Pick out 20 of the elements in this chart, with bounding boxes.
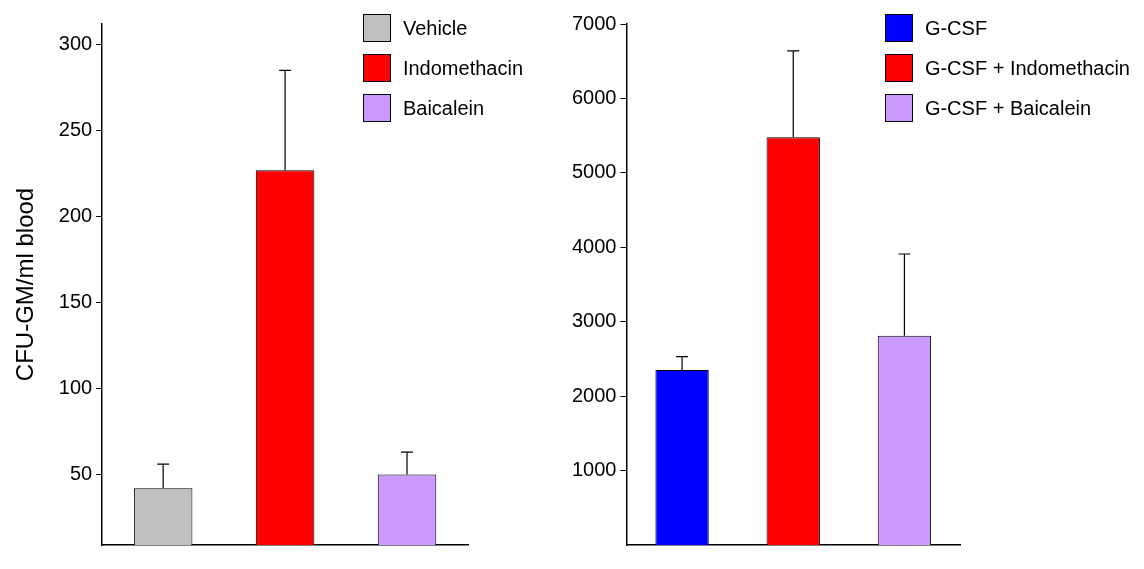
y-tick-label: 1000 [571,458,617,481]
legend-label: Indomethacin [402,56,523,80]
y-tick-label: 3000 [571,309,617,332]
legend-label: G-CSF + Indomethacin [924,56,1130,80]
y-tick-label: 7000 [571,11,617,34]
y-tick-label: 5000 [571,160,617,183]
legend-label: Baicalein [402,96,485,120]
y-tick-label: 150 [58,290,93,313]
y-tick-label: 100 [58,376,93,399]
y-tick-label: 200 [58,204,93,227]
legend-label: G-CSF + Baicalein [924,96,1092,120]
y-tick-label: 50 [69,462,93,485]
y-tick-label: 250 [58,118,93,141]
legend-label: G-CSF [924,16,988,40]
y-tick-label: 4000 [571,234,617,257]
y-axis-title: CFU-GM/ml blood [11,187,39,382]
y-tick-label: 300 [58,32,93,55]
y-tick-label: 2000 [571,383,617,406]
y-tick-label: 6000 [571,85,617,108]
legend-label: Vehicle [402,16,468,40]
